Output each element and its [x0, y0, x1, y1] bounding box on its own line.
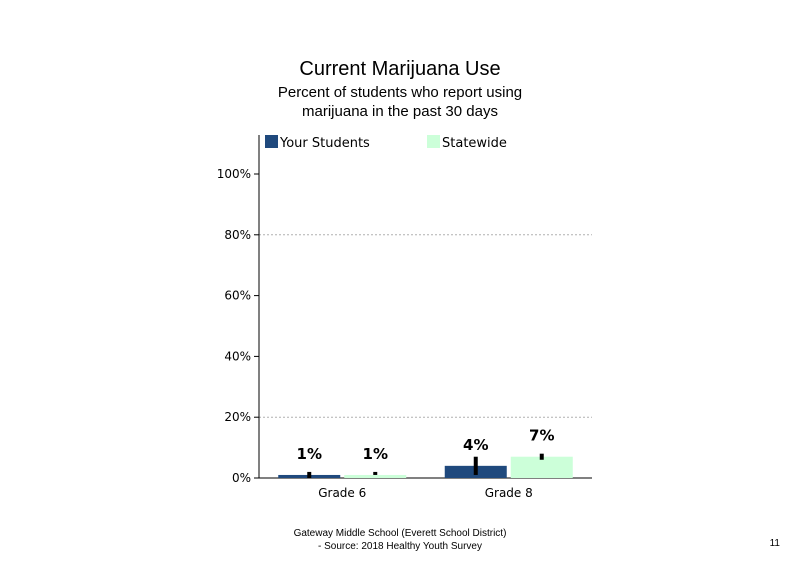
- y-tick-label: 40%: [224, 349, 251, 363]
- page-number: 11: [769, 538, 780, 549]
- data-label: 1%: [297, 445, 322, 463]
- x-category-label: Grade 8: [485, 486, 533, 500]
- chart-title: Current Marijuana Use: [299, 58, 501, 80]
- footer-school: Gateway Middle School (Everett School Di…: [293, 528, 507, 539]
- legend-label: Statewide: [442, 136, 507, 151]
- legend-label: Your Students: [279, 136, 370, 151]
- data-label: 4%: [463, 436, 488, 454]
- data-label: 1%: [363, 445, 388, 463]
- bar-statewide: [510, 456, 573, 478]
- y-tick-label: 60%: [224, 289, 251, 303]
- legend-swatch: [265, 135, 278, 148]
- y-tick-label: 80%: [224, 228, 251, 242]
- chart-subtitle: Percent of students who report using mar…: [277, 84, 523, 120]
- y-tick-label: 0%: [232, 471, 251, 485]
- y-tick-label: 20%: [224, 410, 251, 424]
- legend-swatch: [427, 135, 440, 148]
- footer-survey-source: - Source: 2018 Healthy Youth Survey: [318, 541, 482, 552]
- y-tick-label: 100%: [217, 167, 251, 181]
- footer-source: Gateway Middle School (Everett School Di…: [230, 527, 570, 553]
- data-label: 7%: [529, 427, 554, 445]
- x-category-label: Grade 6: [318, 486, 366, 500]
- bar-statewide: [344, 474, 407, 478]
